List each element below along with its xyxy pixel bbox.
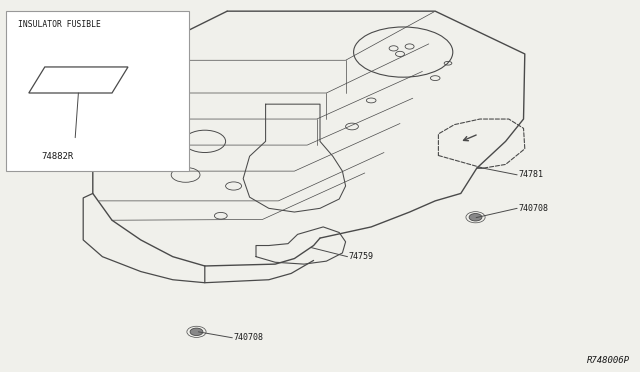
Text: 74882R: 74882R — [42, 152, 74, 161]
Text: 740708: 740708 — [518, 204, 548, 213]
Text: 740708: 740708 — [234, 333, 264, 342]
Text: INSULATOR FUSIBLE: INSULATOR FUSIBLE — [18, 20, 100, 29]
Circle shape — [190, 328, 203, 336]
Bar — [6, 11, 189, 171]
Text: 74759: 74759 — [349, 252, 374, 261]
Text: R748006P: R748006P — [588, 356, 630, 365]
Circle shape — [469, 214, 482, 221]
Text: 74781: 74781 — [518, 170, 543, 179]
